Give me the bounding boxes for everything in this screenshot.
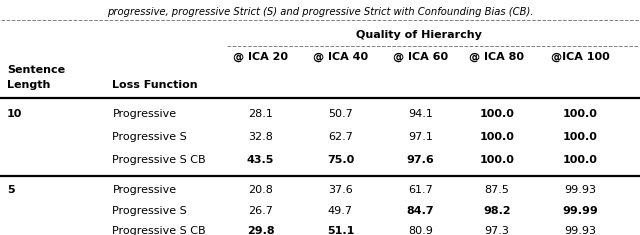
Text: 75.0: 75.0 [327,155,354,165]
Text: 37.6: 37.6 [328,185,353,195]
Text: 98.2: 98.2 [483,206,511,215]
Text: 61.7: 61.7 [408,185,433,195]
Text: 87.5: 87.5 [484,185,509,195]
Text: 100.0: 100.0 [479,110,515,119]
Text: 99.93: 99.93 [564,226,596,235]
Text: 26.7: 26.7 [248,206,273,215]
Text: 99.93: 99.93 [564,185,596,195]
Text: 100.0: 100.0 [563,110,597,119]
Text: 100.0: 100.0 [563,155,597,165]
Text: @ ICA 60: @ ICA 60 [393,51,448,62]
Text: 97.6: 97.6 [406,155,434,165]
Text: 97.3: 97.3 [484,226,509,235]
Text: progressive, progressive Strict (S) and progressive Strict with Confounding Bias: progressive, progressive Strict (S) and … [107,7,533,17]
Text: 100.0: 100.0 [563,132,597,142]
Text: Loss Function: Loss Function [113,80,198,90]
Text: Length: Length [7,80,51,90]
Text: @ICA 100: @ICA 100 [550,51,609,62]
Text: 97.1: 97.1 [408,132,433,142]
Text: Progressive: Progressive [113,185,177,195]
Text: 43.5: 43.5 [247,155,275,165]
Text: 49.7: 49.7 [328,206,353,215]
Text: 99.99: 99.99 [562,206,598,215]
Text: 20.8: 20.8 [248,185,273,195]
Text: 50.7: 50.7 [328,110,353,119]
Text: Progressive S: Progressive S [113,206,188,215]
Text: 80.9: 80.9 [408,226,433,235]
Text: Progressive S CB: Progressive S CB [113,226,206,235]
Text: Progressive S: Progressive S [113,132,188,142]
Text: 32.8: 32.8 [248,132,273,142]
Text: 51.1: 51.1 [327,226,354,235]
Text: 10: 10 [7,110,22,119]
Text: 84.7: 84.7 [406,206,434,215]
Text: 28.1: 28.1 [248,110,273,119]
Text: @ ICA 20: @ ICA 20 [233,51,288,62]
Text: Sentence: Sentence [7,65,65,74]
Text: Progressive S CB: Progressive S CB [113,155,206,165]
Text: Quality of Hierarchy: Quality of Hierarchy [356,30,482,39]
Text: 62.7: 62.7 [328,132,353,142]
Text: Progressive: Progressive [113,110,177,119]
Text: @ ICA 80: @ ICA 80 [469,51,524,62]
Text: 29.8: 29.8 [247,226,275,235]
Text: 100.0: 100.0 [479,132,515,142]
Text: 5: 5 [7,185,15,195]
Text: 100.0: 100.0 [479,155,515,165]
Text: @ ICA 40: @ ICA 40 [313,51,368,62]
Text: 94.1: 94.1 [408,110,433,119]
